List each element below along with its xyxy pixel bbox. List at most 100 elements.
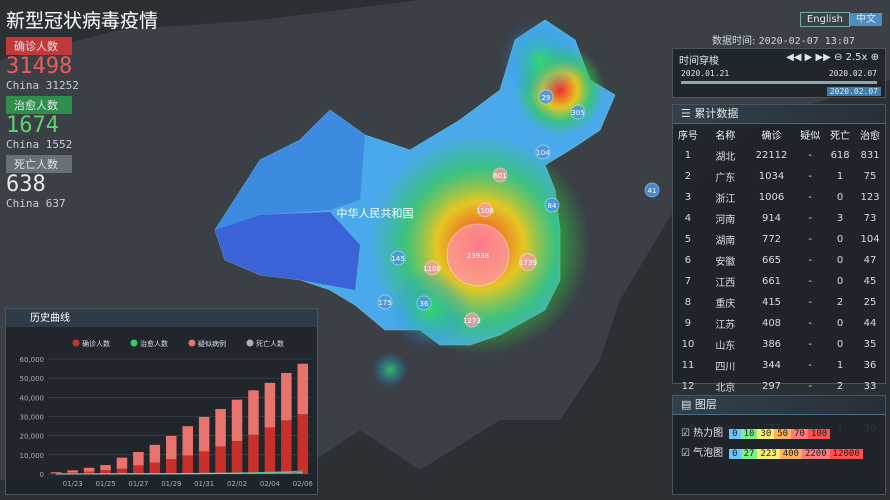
bubble-label: 36 <box>420 300 429 308</box>
layer-checkbox[interactable]: ☑ <box>681 428 694 439</box>
x-tick-label: 02/04 <box>260 480 281 488</box>
table-cell: 4 <box>684 213 692 224</box>
table-row: 7 江西 661 - 0 45 <box>673 271 885 292</box>
table-cell: 广东 <box>715 173 736 184</box>
heat-area <box>500 20 580 100</box>
bar <box>100 465 111 471</box>
stats-block: 新型冠状病毒疫情 确诊人数 31498 China 31252 治愈人数 167… <box>6 6 176 210</box>
table-cell: 344 <box>761 360 782 371</box>
table-cell: 36 <box>863 360 877 371</box>
bar <box>149 462 161 474</box>
table-cell: 3 <box>836 213 844 224</box>
table-cell: 3 <box>684 192 692 203</box>
bubble <box>644 182 660 198</box>
bubble <box>377 294 393 310</box>
legend-label: 治愈人数 <box>140 339 168 348</box>
bar <box>248 390 259 435</box>
table-cell: - <box>808 234 813 245</box>
table-cell: 山东 <box>715 341 736 352</box>
bar <box>83 471 95 474</box>
bar <box>166 435 177 460</box>
column-header: 死亡 <box>830 131 851 142</box>
table-cell: - <box>808 171 813 182</box>
table-cell: 1 <box>836 171 844 182</box>
bar <box>100 470 111 474</box>
bar <box>198 451 210 474</box>
stat-china: China 31252 <box>6 79 79 92</box>
bubble <box>519 253 537 271</box>
table-cell: 江西 <box>715 278 736 289</box>
legend-marker <box>72 339 80 347</box>
language-switch: English 中文 <box>799 10 882 27</box>
page-title: 新型冠状病毒疫情 <box>6 10 159 32</box>
layer-name: 气泡图 <box>693 448 724 459</box>
table-cell: 0 <box>836 318 844 329</box>
bar <box>198 416 210 452</box>
timeline-track[interactable] <box>681 81 877 84</box>
lang-button[interactable]: English <box>799 12 850 27</box>
table-cell: 重庆 <box>715 299 736 310</box>
bubble-label: 1739 <box>519 259 537 267</box>
bar <box>67 472 78 474</box>
x-tick-label: 01/23 <box>63 480 83 488</box>
table-header-row: 序号 名称 确诊 疑似 死亡 治愈 <box>673 124 885 145</box>
table-cell: 湖南 <box>715 236 736 247</box>
bubble-label: 305 <box>571 109 584 117</box>
table-cell: 0 <box>836 234 844 245</box>
bubble <box>492 167 508 183</box>
legend-label: 疑似病例 <box>198 339 226 348</box>
xinjiang-region <box>215 110 365 230</box>
bubble <box>416 295 432 311</box>
bubble-label: 1100 <box>423 265 441 273</box>
bubble-layer: 23938 1106 1739 1100 601 1273 305 104 145 175 36 29… <box>377 89 660 328</box>
table-cell: 安徽 <box>715 257 736 268</box>
table-cell: - <box>808 318 813 329</box>
scale-label: 0 <box>729 449 741 459</box>
table-row: 4 河南 914 - 3 73 <box>673 208 885 229</box>
table-row: 2 广东 1034 - 1 75 <box>673 166 885 187</box>
bar <box>182 426 193 456</box>
table-cell: 831 <box>860 150 880 161</box>
table-cell: 297 <box>761 381 782 392</box>
bar <box>182 455 193 474</box>
table-row: 3 浙江 1006 - 0 123 <box>673 187 885 208</box>
table-cell: 415 <box>761 297 782 308</box>
bubble <box>390 250 406 266</box>
legend-label: 确诊人数 <box>82 339 110 348</box>
scale-label: 0 <box>729 429 741 439</box>
play-controls[interactable]: ◀◀ ▶ ▶▶ ⊖ 2.5x ⊕ <box>786 52 879 63</box>
data-time-value: 2020-02-07 13:07 <box>758 36 855 47</box>
table-cell: 33 <box>863 381 877 392</box>
table-cell: - <box>808 213 813 224</box>
chart: 历史曲线 0 10,000 20,000 30,000 40,000 50,000 60,0… <box>6 309 317 488</box>
column-header: 确诊 <box>761 131 782 142</box>
table-cell: - <box>808 276 813 287</box>
table-cell: 0 <box>836 192 844 203</box>
bar <box>215 408 226 447</box>
bar <box>281 420 292 474</box>
layer-checkbox[interactable]: ☑ <box>681 448 694 459</box>
timeline-start: 2020.01.21 <box>681 69 730 78</box>
lang-button[interactable]: 中文 <box>850 13 882 26</box>
table-cell: 75 <box>863 171 877 182</box>
bar <box>264 427 276 474</box>
table-cell: - <box>808 381 813 392</box>
column-header: 序号 <box>677 131 698 142</box>
stat: 治愈人数 1674 China 1552 <box>6 92 176 151</box>
table-cell: 73 <box>863 213 877 224</box>
scale-label: 27 <box>740 449 758 459</box>
legend-marker <box>188 339 196 347</box>
table-cell: 河南 <box>715 215 736 226</box>
table-cell: 25 <box>863 297 877 308</box>
stat: 确诊人数 31498 China 31252 <box>6 33 176 92</box>
table-cell: 386 <box>761 339 782 350</box>
x-tick-label: 01/31 <box>194 480 214 488</box>
country-label: 中华人民共和国 <box>337 206 414 220</box>
bar <box>116 468 128 474</box>
bar <box>231 399 243 442</box>
scale-label: 30 <box>757 429 775 439</box>
table-cell: 44 <box>863 318 877 329</box>
stat-value: 31498 <box>6 54 73 79</box>
table-cell: 11 <box>681 360 695 371</box>
